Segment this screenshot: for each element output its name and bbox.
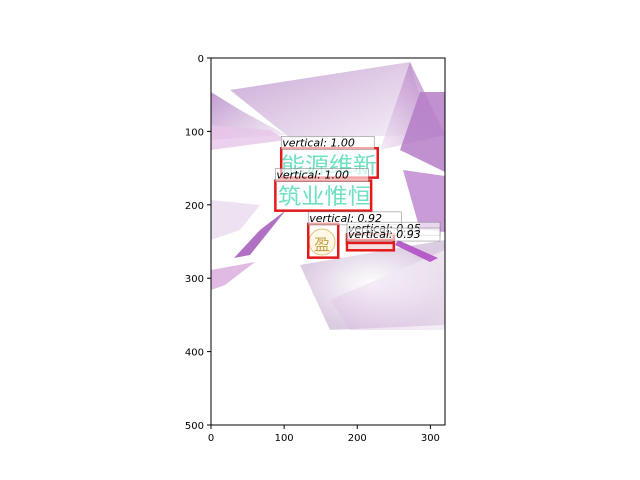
detection-label-bg — [280, 136, 375, 150]
detection-label: vertical: 1.00 — [282, 136, 355, 149]
y-tick-label: 300 — [185, 274, 204, 285]
detection-label: vertical: 1.00 — [276, 169, 349, 182]
detection-label: vertical: 0.93 — [348, 228, 421, 241]
small-decor-strip — [349, 244, 393, 250]
y-tick-label: 100 — [185, 127, 204, 138]
image-area — [211, 58, 445, 425]
seal-character: 盈 — [314, 235, 330, 254]
x-tick-label: 0 — [208, 433, 214, 444]
y-tick-label: 400 — [185, 348, 204, 359]
y-tick-label: 500 — [185, 421, 204, 432]
x-axis: 0 100 200 300 — [208, 425, 440, 444]
axes-frame — [210, 57, 446, 426]
detection-label: vertical: 0.92 — [309, 212, 382, 225]
y-tick-label: 200 — [185, 201, 204, 212]
detection-label-bg — [346, 227, 441, 242]
detection-label-bg — [275, 168, 369, 182]
seal-stamp: 盈 — [308, 228, 336, 256]
x-tick-label: 100 — [275, 433, 294, 444]
detections-layer: vertical: 1.00 vertical: 1.00 vertical: 0.… — [274, 136, 441, 259]
y-axis: 0 100 200 300 400 500 — [185, 54, 211, 432]
image-text-line-2: 筑业惟恒 — [278, 185, 371, 210]
y-tick-label: 0 — [198, 54, 204, 65]
x-tick-label: 200 — [348, 433, 367, 444]
x-tick-label: 300 — [421, 433, 440, 444]
